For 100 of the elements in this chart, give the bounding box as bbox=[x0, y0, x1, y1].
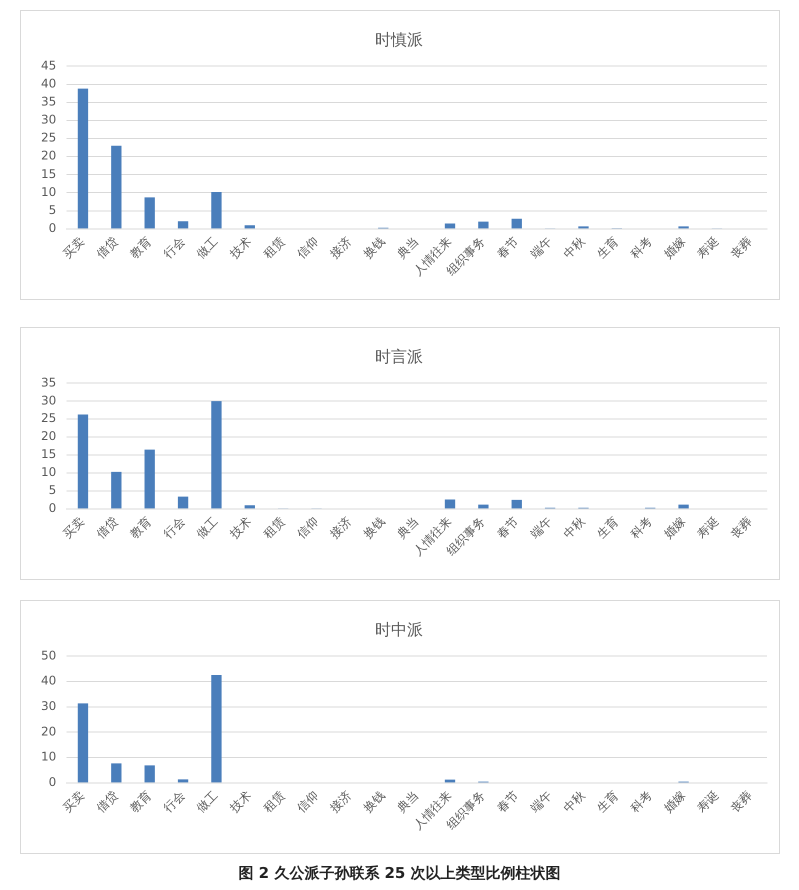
x-tick-label: 接济 bbox=[327, 788, 354, 816]
x-tick-label: 行会 bbox=[160, 514, 188, 542]
bar bbox=[211, 401, 222, 508]
y-tick-label: 45 bbox=[40, 58, 56, 72]
bar bbox=[678, 504, 689, 508]
x-tick-label: 婚嫁 bbox=[661, 234, 688, 262]
x-tick-label: 春节 bbox=[494, 514, 522, 542]
y-tick-label: 40 bbox=[40, 674, 56, 688]
y-tick-label: 5 bbox=[48, 202, 56, 217]
bar bbox=[444, 223, 456, 228]
x-tick-label: 典当 bbox=[394, 788, 421, 816]
bar bbox=[78, 414, 88, 508]
bar bbox=[211, 674, 222, 782]
x-tick-label: 科考 bbox=[628, 514, 655, 542]
y-tick-label: 10 bbox=[40, 184, 56, 199]
bar bbox=[478, 504, 489, 508]
bar bbox=[144, 197, 155, 228]
bar bbox=[78, 703, 88, 782]
x-tick-label: 生育 bbox=[594, 234, 622, 262]
y-tick-label: 20 bbox=[40, 148, 56, 163]
chart-title: 时言派 bbox=[375, 346, 423, 366]
chart-title: 时慎派 bbox=[375, 30, 423, 49]
x-tick-label: 技术 bbox=[226, 234, 254, 262]
bar bbox=[111, 146, 122, 228]
x-tick-label: 租赁 bbox=[260, 514, 288, 542]
bar bbox=[512, 500, 522, 508]
bar bbox=[211, 192, 222, 228]
x-tick-label: 中秋 bbox=[560, 788, 588, 816]
y-tick-label: 10 bbox=[40, 750, 56, 764]
y-tick-label: 0 bbox=[48, 501, 56, 515]
x-tick-label: 技术 bbox=[226, 788, 254, 816]
bar bbox=[444, 780, 456, 782]
bar bbox=[178, 779, 188, 782]
y-tick-label: 15 bbox=[40, 447, 56, 462]
x-tick-label: 做工 bbox=[194, 788, 221, 816]
x-tick-label: 丧葬 bbox=[728, 234, 755, 262]
y-tick-label: 40 bbox=[40, 76, 56, 90]
y-tick-label: 30 bbox=[40, 393, 56, 408]
bar bbox=[144, 765, 155, 782]
x-tick-label: 接济 bbox=[327, 234, 354, 262]
x-tick-label: 信仰 bbox=[294, 234, 321, 262]
x-tick-label: 买卖 bbox=[60, 234, 88, 262]
y-tick-label: 50 bbox=[40, 648, 56, 662]
x-tick-label: 行会 bbox=[160, 234, 188, 262]
y-tick-label: 5 bbox=[48, 483, 56, 498]
x-tick-label: 典当 bbox=[394, 514, 421, 542]
x-tick-label: 租赁 bbox=[260, 234, 288, 262]
x-tick-label: 生育 bbox=[594, 514, 622, 542]
x-tick-label: 信仰 bbox=[294, 788, 321, 816]
y-tick-label: 20 bbox=[40, 429, 56, 444]
x-tick-label: 寿诞 bbox=[694, 514, 722, 542]
x-tick-label: 婚嫁 bbox=[661, 514, 688, 542]
x-tick-label: 教育 bbox=[127, 514, 154, 542]
x-tick-label: 租赁 bbox=[260, 788, 288, 816]
y-tick-label: 0 bbox=[48, 221, 56, 235]
y-tick-label: 30 bbox=[40, 698, 56, 713]
x-tick-label: 接济 bbox=[327, 514, 354, 542]
x-tick-label: 春节 bbox=[494, 788, 522, 816]
y-tick-label: 10 bbox=[40, 465, 56, 480]
x-tick-label: 做工 bbox=[194, 234, 221, 262]
x-tick-label: 丧葬 bbox=[728, 788, 755, 816]
bar bbox=[111, 763, 122, 782]
x-tick-label: 端午 bbox=[528, 234, 554, 262]
x-tick-label: 教育 bbox=[127, 234, 154, 262]
y-tick-label: 15 bbox=[40, 166, 56, 181]
x-tick-label: 借贷 bbox=[94, 788, 121, 816]
bar bbox=[144, 450, 155, 508]
x-tick-label: 婚嫁 bbox=[661, 788, 688, 816]
x-tick-label: 科考 bbox=[628, 234, 655, 262]
x-tick-label: 中秋 bbox=[560, 514, 588, 542]
x-tick-label: 借贷 bbox=[94, 234, 121, 262]
x-tick-label: 行会 bbox=[160, 788, 188, 816]
bar bbox=[512, 218, 522, 228]
bar bbox=[178, 496, 188, 508]
x-tick-label: 借贷 bbox=[94, 514, 121, 542]
x-tick-label: 典当 bbox=[394, 234, 421, 262]
chart-title: 时中派 bbox=[375, 620, 423, 639]
x-tick-label: 寿诞 bbox=[694, 234, 722, 262]
x-tick-label: 换钱 bbox=[360, 234, 388, 262]
x-tick-label: 生育 bbox=[594, 788, 622, 816]
x-tick-label: 寿诞 bbox=[694, 788, 722, 816]
bar bbox=[244, 225, 255, 228]
y-tick-label: 25 bbox=[40, 411, 56, 426]
x-tick-label: 教育 bbox=[127, 788, 154, 816]
x-tick-label: 买卖 bbox=[60, 788, 88, 816]
bar bbox=[111, 472, 122, 508]
x-tick-label: 端午 bbox=[528, 514, 554, 542]
y-tick-label: 25 bbox=[40, 130, 56, 145]
y-tick-label: 30 bbox=[40, 112, 56, 127]
caption: 图 2 久公派子孙联系 25 次以上类型比例柱状图 bbox=[237, 864, 562, 883]
bar bbox=[244, 505, 255, 508]
x-tick-label: 做工 bbox=[194, 514, 221, 542]
x-tick-label: 科考 bbox=[628, 788, 655, 816]
x-tick-label: 端午 bbox=[528, 788, 554, 816]
bar bbox=[178, 221, 188, 228]
bar bbox=[478, 222, 489, 228]
x-tick-label: 换钱 bbox=[360, 514, 388, 542]
x-tick-label: 丧葬 bbox=[728, 514, 755, 542]
x-tick-label: 技术 bbox=[226, 514, 254, 542]
x-tick-label: 春节 bbox=[494, 234, 522, 262]
